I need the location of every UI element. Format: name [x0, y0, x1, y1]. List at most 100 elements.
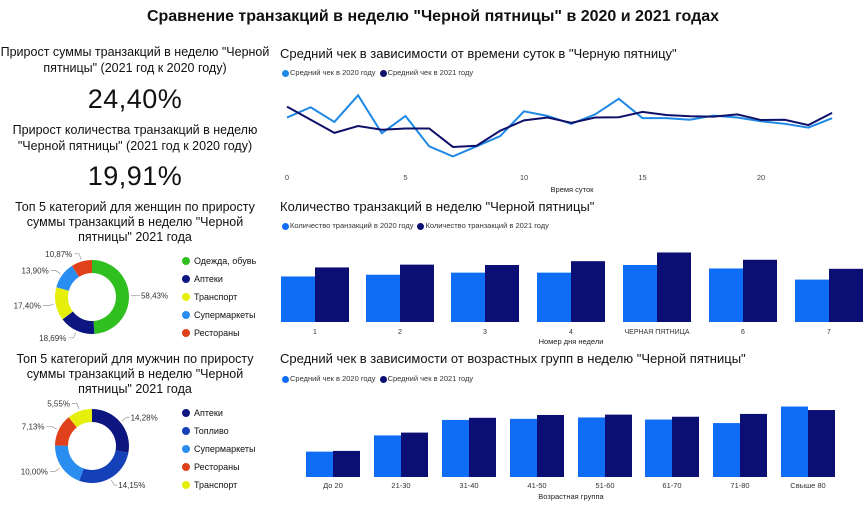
hourly-check-line-chart: 0 5 10 15 20 Время суток	[285, 93, 833, 194]
legend-dot-icon	[182, 409, 190, 417]
legend-item-2021: Средний чек в 2021 году	[379, 68, 474, 77]
bar-2021	[672, 416, 699, 477]
x-tick-label: 41-50	[527, 481, 546, 490]
donut-slice	[92, 409, 129, 453]
hourly-check-title: Средний чек в зависимости от времени сут…	[280, 46, 677, 61]
leader-line	[42, 304, 54, 306]
age-check-title: Средний чек в зависимости от возрастных …	[280, 351, 746, 366]
kpi-sum-growth-label: Прирост суммы транзакций в неделю "Черно…	[0, 45, 270, 75]
legend-label: Средний чек в 2020 году	[290, 374, 376, 383]
bar-2021	[315, 267, 349, 322]
slice-label: 10,00%	[21, 468, 48, 477]
women-donut-legend: Одежда, обувь Аптеки Транспорт Супермаркеты…	[182, 252, 256, 342]
weekday-count-bar-chart: 1 2 3 4 ЧЕРНАЯ ПЯТНИЦА 6 7 Номер дня недели	[281, 252, 863, 346]
x-tick-label: 1	[313, 329, 317, 336]
legend-label: Средний чек в 2021 году	[387, 68, 474, 77]
legend-item-2021: Количество транзакций в 2021 году	[417, 221, 549, 230]
legend-item: Транспорт	[182, 288, 256, 306]
bar-2021	[401, 432, 428, 477]
bar-2020	[623, 264, 657, 322]
x-tick-label: Свыше 80	[790, 481, 825, 490]
bar-2021	[400, 264, 434, 322]
x-tick-label: 71-80	[730, 481, 749, 490]
legend-label: Транспорт	[194, 480, 238, 490]
weekday-count-legend: Количество транзакций в 2020 году Количе…	[282, 221, 549, 230]
bar-2020	[781, 406, 808, 477]
donut-slice	[55, 445, 84, 481]
legend-dot-icon	[282, 375, 289, 383]
legend-label: Супермаркеты	[194, 310, 256, 320]
donut-slice	[55, 287, 73, 320]
legend-label: Рестораны	[194, 462, 240, 472]
bar-2021	[740, 413, 767, 477]
legend-dot-icon	[282, 222, 289, 230]
legend-label: Супермаркеты	[194, 444, 256, 454]
bar-2020	[281, 276, 315, 322]
legend-item: Одежда, обувь	[182, 252, 256, 270]
slice-label: 7,13%	[22, 422, 45, 431]
hourly-check-legend: Средний чек в 2020 году Средний чек в 20…	[282, 68, 473, 77]
kpi-count-growth-value: 19,91%	[87, 161, 183, 191]
legend-item: Рестораны	[182, 458, 255, 476]
bar-2020	[451, 272, 485, 322]
donut-slice	[68, 409, 92, 428]
x-axis-label: Номер дня недели	[539, 337, 604, 346]
slice-label: 58,43%	[141, 292, 168, 301]
donut-slice	[62, 311, 95, 334]
legend-label: Одежда, обувь	[194, 256, 257, 266]
x-tick-label: 7	[827, 329, 831, 336]
bar-2020	[366, 274, 400, 322]
legend-label: Количество транзакций в 2021 году	[425, 221, 549, 230]
bar-2021	[657, 252, 691, 322]
bar-2021	[571, 261, 605, 322]
age-check-bar-chart: До 20 21-30 31-40 41-50 51-60 61-70 71-80 Свыше…	[306, 406, 835, 501]
x-tick-label: 20	[757, 173, 765, 182]
slice-label: 14,28%	[131, 413, 158, 422]
legend-item: Аптеки	[182, 404, 255, 422]
x-tick-label: 31-40	[459, 481, 478, 490]
bar-2021	[743, 259, 777, 322]
legend-dot-icon	[182, 329, 190, 337]
bar-2020	[306, 451, 333, 477]
line-series-2021	[286, 105, 833, 148]
women-donut-chart: 58,43% 18,69% 17,40% 13,90% 10,87%	[14, 250, 168, 343]
bar-2020	[510, 418, 537, 477]
weekday-count-title: Количество транзакций в неделю "Черной п…	[280, 199, 595, 214]
legend-dot-icon	[379, 69, 387, 77]
donut-slice	[71, 260, 92, 277]
x-tick-label: 6	[741, 329, 745, 336]
legend-label: Топливо	[194, 426, 229, 436]
legend-item-2020: Количество транзакций в 2020 году	[282, 221, 413, 230]
x-tick-label: ЧЕРНАЯ ПЯТНИЦА	[624, 329, 689, 336]
slice-label: 17,40%	[14, 302, 41, 311]
x-tick-label: До 20	[323, 481, 343, 490]
leader-line	[74, 253, 82, 260]
legend-item: Супермаркеты	[182, 440, 255, 458]
legend-item-2020: Средний чек в 2020 году	[282, 68, 376, 77]
leader-line	[49, 467, 61, 472]
legend-item: Топливо	[182, 422, 255, 440]
bar-2020	[713, 423, 740, 477]
x-tick-label: 4	[569, 329, 573, 336]
bar-2021	[537, 414, 564, 477]
legend-dot-icon	[182, 445, 190, 453]
dashboard-title: Сравнение транзакций в неделю "Черной пя…	[146, 8, 720, 25]
leader-line	[46, 426, 58, 430]
x-tick-label: 0	[285, 173, 289, 182]
legend-dot-icon	[182, 463, 190, 471]
legend-item-2021: Средний чек в 2021 году	[379, 374, 473, 383]
legend-dot-icon	[417, 222, 425, 230]
legend-item: Транспорт	[182, 476, 255, 494]
x-tick-label: 3	[483, 329, 487, 336]
legend-dot-icon	[182, 427, 190, 435]
leader-line	[121, 416, 130, 422]
legend-label: Аптеки	[194, 408, 223, 418]
slice-label: 5,55%	[47, 400, 70, 409]
x-axis-label: Время суток	[551, 185, 595, 194]
legend-dot-icon	[282, 69, 289, 77]
line-series-2020	[286, 93, 833, 158]
legend-item: Рестораны	[182, 324, 256, 342]
x-axis-label: Возрастная группа	[538, 492, 604, 501]
leader-line	[50, 270, 61, 275]
x-tick-label: 5	[403, 173, 407, 182]
